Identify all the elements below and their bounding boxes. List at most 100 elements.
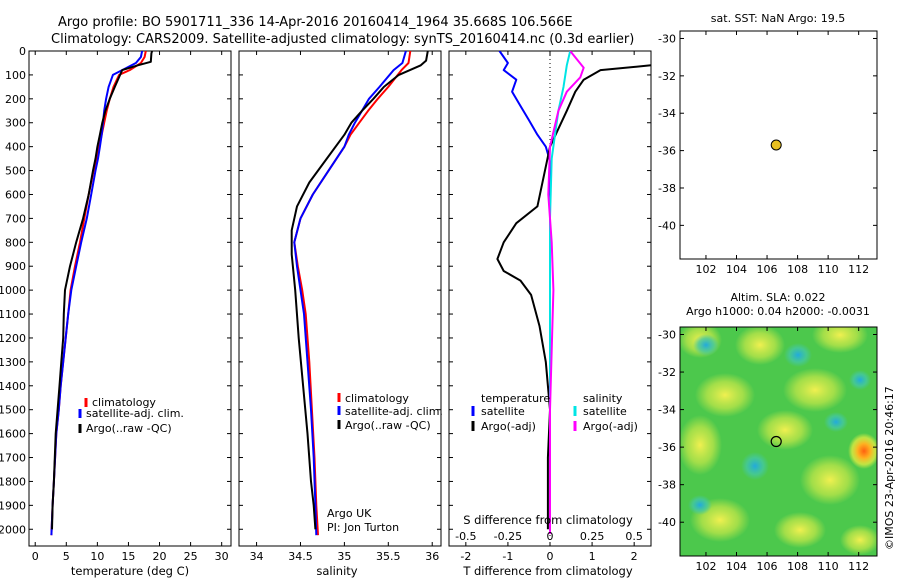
x-tick-label: 35.5 xyxy=(376,550,401,563)
series-line-0 xyxy=(498,51,551,534)
x-tick-label: -2 xyxy=(460,550,471,563)
x-tick-label: 15 xyxy=(121,550,135,563)
depth-tick-label: 500 xyxy=(5,165,26,178)
imos-credit: ©IMOS 23-Apr-2016 20:46:17 xyxy=(883,386,896,550)
depth-tick-label: 1600 xyxy=(0,428,26,441)
depth-tick-label: 1400 xyxy=(0,380,26,393)
depth-tick-label: 1200 xyxy=(0,332,26,345)
depth-axis: 0 100 200 300 400 500 600 700 800 900 1000 1100 1200… xyxy=(0,45,231,536)
sst-map-axes-box xyxy=(679,30,878,260)
depth-tick-label: 200 xyxy=(5,93,26,106)
sla-map-title-2: Argo h1000: 0.04 h2000: -0.0031 xyxy=(686,305,870,318)
legend-label-s-satellite: satellite xyxy=(583,405,627,418)
depth-tick-label: 1000 xyxy=(0,284,26,297)
map-x-tick-label: 108 xyxy=(787,560,808,573)
sla-blob xyxy=(849,370,871,390)
sla-blob xyxy=(840,525,877,555)
argo-institution: Argo UK xyxy=(327,507,372,520)
legend-temperature-title: temperature xyxy=(481,392,550,405)
sla-blob xyxy=(695,373,755,417)
difference-legend: temperature salinity satellite Argo(-adj… xyxy=(471,392,638,433)
s-difference-tick-label: 0.25 xyxy=(580,530,605,543)
x-tick-label: 5 xyxy=(63,550,70,563)
argo-location-marker xyxy=(770,435,782,448)
sla-blob xyxy=(783,368,847,412)
difference-x-axis: -2 -1 0 1 2 xyxy=(460,51,638,563)
sla-map-panel: Altim. SLA: 0.022 Argo h1000: 0.04 h2000… xyxy=(658,291,878,573)
x-tick-label: 30 xyxy=(215,550,229,563)
temperature-legend: climatology satellite-adj. clim. Argo(..… xyxy=(78,396,184,435)
sla-blob xyxy=(800,455,860,505)
sla-blob xyxy=(812,327,868,353)
depth-tick-label: 1900 xyxy=(0,499,26,512)
sla-blob xyxy=(784,343,812,367)
depth-tick-label: 0 xyxy=(19,45,26,58)
series-line-1 xyxy=(293,51,407,536)
map-x-tick-label: 106 xyxy=(757,263,778,276)
series-line-1 xyxy=(50,51,144,536)
depth-tick-label: 300 xyxy=(5,117,26,130)
sla-blob xyxy=(757,410,813,450)
temperature-x-label: temperature (deg C) xyxy=(71,564,189,578)
x-tick-label: 0 xyxy=(32,550,39,563)
sla-blob xyxy=(824,412,848,432)
sla-map-axes-box xyxy=(679,326,878,557)
salinity-axes-box xyxy=(238,50,442,547)
x-tick-label: 36 xyxy=(425,550,439,563)
x-tick-label: 0 xyxy=(547,550,554,563)
sla-map-points xyxy=(770,435,782,448)
depth-tick-label: 400 xyxy=(5,141,26,154)
sla-blob xyxy=(693,334,719,356)
x-tick-label: 20 xyxy=(153,550,167,563)
map-x-tick-label: 110 xyxy=(818,560,839,573)
depth-tick-label: 1500 xyxy=(0,404,26,417)
map-y-tick-label: -36 xyxy=(658,145,676,158)
depth-tick-label: 1300 xyxy=(0,356,26,369)
sla-blob xyxy=(680,415,722,475)
s-difference-label: S difference from climatology xyxy=(463,513,633,527)
header-line-2: Climatology: CARS2009. Satellite-adjuste… xyxy=(51,32,634,47)
depth-tick-label: 1700 xyxy=(0,452,26,465)
temperature-axes-box xyxy=(28,50,232,547)
sst-map-axes: 102 104 106 108 110 112 -30 -32 -34 -36 -38 -40 xyxy=(658,31,877,276)
salinity-depth-ticks xyxy=(239,50,441,530)
difference-panel: -2 -1 0 1 2 T difference from climatology S … xyxy=(448,50,652,578)
map-y-tick-label: -34 xyxy=(658,404,676,417)
map-x-tick-label: 104 xyxy=(726,263,747,276)
sla-map-axes: 102 104 106 108 110 112 -30 -32 -34 -36 -38 -40 xyxy=(658,327,877,573)
sla-blob xyxy=(735,327,785,365)
sla-heatmap xyxy=(680,327,877,556)
map-x-tick-label: 102 xyxy=(695,560,716,573)
difference-profiles xyxy=(496,51,651,546)
difference-depth-ticks xyxy=(449,50,651,530)
series-line-2 xyxy=(549,51,572,534)
map-x-tick-label: 106 xyxy=(757,560,778,573)
legend-label-t-satellite: satellite xyxy=(481,405,525,418)
legend-salinity-title: salinity xyxy=(583,392,623,405)
series-line-2 xyxy=(290,51,429,530)
depth-tick-label: 800 xyxy=(5,236,26,249)
s-difference-tick-label: 0 xyxy=(547,530,554,543)
argo-pi: PI: Jon Turton xyxy=(327,521,399,534)
depth-tick-label: 1800 xyxy=(0,475,26,488)
map-x-tick-label: 112 xyxy=(848,263,869,276)
salinity-x-label: salinity xyxy=(316,564,357,578)
salinity-legend: climatology satellite-adj. clim. Argo(..… xyxy=(337,392,443,432)
sla-blob xyxy=(741,452,769,480)
legend-label-t-argo: Argo(-adj) xyxy=(481,420,536,433)
sla-blob-high xyxy=(848,433,877,469)
legend-label-climatology: climatology xyxy=(92,396,156,409)
map-y-tick-label: -36 xyxy=(658,441,676,454)
temperature-panel: 0100200300400500600700800900100011001200… xyxy=(0,45,232,578)
map-x-tick-label: 104 xyxy=(726,560,747,573)
map-y-tick-label: -40 xyxy=(658,516,676,529)
depth-tick-label: 700 xyxy=(5,212,26,225)
s-difference-tick-label: -0.25 xyxy=(494,530,522,543)
map-y-tick-label: -40 xyxy=(658,219,676,232)
temperature-profiles xyxy=(50,51,154,536)
x-tick-label: 10 xyxy=(90,550,104,563)
s-difference-tick-label: -0.5 xyxy=(455,530,476,543)
series-line-2 xyxy=(51,51,154,530)
temperature-x-axis: 0 5 10 15 20 25 30 xyxy=(32,51,229,563)
